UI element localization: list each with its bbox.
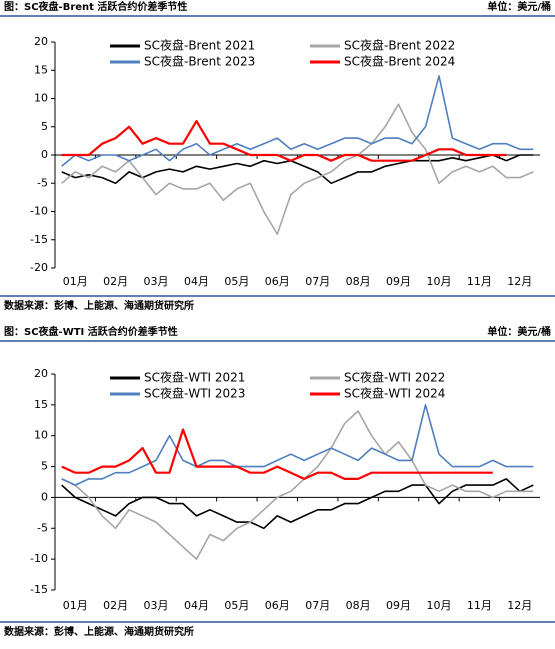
x-tick-label: 09月 (386, 275, 411, 288)
x-tick-label: 11月 (467, 599, 492, 612)
y-tick-label: 5 (41, 460, 48, 473)
series-line (61, 154, 534, 185)
legend-label: SC夜盘-Brent 2023 (144, 54, 255, 69)
x-tick-label: 01月 (63, 275, 88, 288)
legend-label: SC夜盘-WTI 2024 (344, 386, 445, 401)
legend-label: SC夜盘-Brent 2022 (344, 38, 455, 53)
x-tick-label: 12月 (507, 275, 532, 288)
y-tick-label: 5 (41, 120, 48, 133)
y-tick-label: 15 (34, 398, 48, 411)
x-tick-label: 02月 (103, 275, 128, 288)
x-tick-label: 01月 (63, 599, 88, 612)
chart-title: 图：SC夜盘-Brent 活跃合约价差季节性 (4, 0, 187, 13)
x-tick-label: 07月 (305, 275, 330, 288)
x-tick-label: 08月 (346, 599, 371, 612)
unit: 单位：美元/桶 (487, 325, 551, 338)
x-tick-label: 08月 (346, 275, 371, 288)
y-tick-label: -5 (37, 176, 48, 189)
x-tick-label: 03月 (144, 275, 169, 288)
y-tick-label: 0 (41, 148, 48, 161)
series-line (61, 103, 534, 235)
y-tick-label: 0 (41, 490, 48, 503)
y-tick-label: -15 (30, 583, 48, 596)
x-tick-label: 06月 (265, 599, 290, 612)
x-tick-label: 10月 (426, 275, 451, 288)
y-tick-label: 10 (34, 92, 48, 105)
series-line (61, 75, 534, 167)
y-tick-label: -15 (30, 233, 48, 246)
x-tick-label: 07月 (305, 599, 330, 612)
y-tick-label: -20 (30, 261, 48, 274)
y-tick-label: -5 (37, 521, 48, 534)
y-tick-label: 20 (34, 35, 48, 48)
series-line (61, 404, 534, 486)
y-tick-label: 15 (34, 63, 48, 76)
series-line (61, 120, 507, 162)
y-tick-label: -10 (30, 205, 48, 218)
x-tick-label: 05月 (224, 599, 249, 612)
x-tick-label: 05月 (224, 275, 249, 288)
series-line (61, 478, 534, 530)
legend-label: SC夜盘-WTI 2022 (344, 370, 445, 385)
y-tick-label: 10 (34, 429, 48, 442)
source: 数据来源：彭博、上能源、海通期货研究所 (4, 299, 194, 312)
chart-title: 图：SC夜盘-WTI 活跃合约价差季节性 (4, 325, 178, 338)
x-tick-label: 11月 (467, 275, 492, 288)
y-tick-label: -10 (30, 552, 48, 565)
x-tick-label: 09月 (386, 599, 411, 612)
unit: 单位：美元/桶 (487, 0, 551, 13)
legend-label: SC夜盘-WTI 2023 (144, 386, 245, 401)
y-tick-label: 20 (34, 367, 48, 380)
x-tick-label: 04月 (184, 599, 209, 612)
series-line (61, 410, 534, 560)
x-tick-label: 06月 (265, 275, 290, 288)
x-tick-label: 12月 (507, 599, 532, 612)
x-tick-label: 03月 (144, 599, 169, 612)
x-tick-label: 10月 (426, 599, 451, 612)
legend-label: SC夜盘-Brent 2021 (144, 38, 255, 53)
x-tick-label: 02月 (103, 599, 128, 612)
legend-label: SC夜盘-Brent 2024 (344, 54, 455, 69)
x-tick-label: 04月 (184, 275, 209, 288)
source: 数据来源：彭博、上能源、海通期货研究所 (4, 625, 194, 638)
series-line (61, 428, 493, 480)
legend-label: SC夜盘-WTI 2021 (144, 370, 245, 385)
